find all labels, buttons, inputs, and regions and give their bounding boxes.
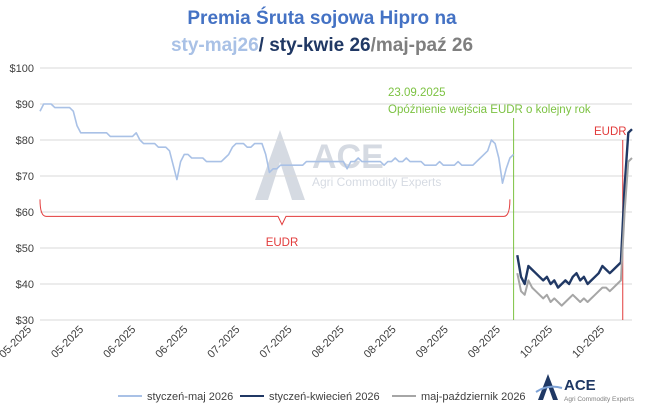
x-tick-label: 09-2025 (414, 324, 451, 361)
chart-title-line2: sty-maj26/ sty-kwie 26/maj-paź 26 (171, 35, 473, 56)
ace-logo-name: ACE (564, 377, 596, 394)
chart-title-line1: Premia Śruta sojowa Hipro na (187, 7, 457, 29)
legend-label-series3: maj-październik 2026 (421, 391, 526, 403)
title-series1-label: sty-maj26 (171, 35, 259, 56)
series-line-1 (39, 103, 515, 184)
x-tick-label: 08-2025 (362, 324, 399, 361)
series-line-2 (516, 128, 633, 289)
y-tick-label: $40 (16, 279, 34, 291)
x-tick-label: 07-2025 (205, 324, 242, 361)
ace-watermark: ACE Agri Commodity Experts (255, 130, 441, 200)
ace-watermark-subtitle: Agri Commodity Experts (312, 175, 441, 189)
ace-watermark-mark-icon (255, 130, 305, 200)
eudr-bracket-label: EUDR (266, 237, 299, 249)
x-tick-label: 06-2025 (101, 324, 138, 361)
legend-label-series2: styczeń-kwiecień 2026 (269, 391, 380, 403)
x-tick-label: 05-2025 (49, 324, 86, 361)
y-axis-ticks: $30 $40 $50 $60 $70 $80 $90 $100 (10, 63, 34, 327)
ace-watermark-name: ACE (312, 138, 384, 176)
x-tick-label: 10-2025 (570, 324, 607, 361)
x-axis-ticks: 05-2025 05-2025 06-2025 06-2025 07-2025 07-20… (0, 324, 607, 361)
series-line-3 (516, 157, 633, 307)
eudr-right-label: EUDR (594, 126, 627, 138)
title-series3-label: /maj-paź 26 (371, 35, 473, 56)
legend-label-series1: styczeń-maj 2026 (147, 391, 233, 403)
gridlines (40, 67, 632, 321)
y-tick-label: $30 (16, 315, 34, 327)
annotation-note: Opóźnienie wejścia EUDR o kolejny rok (388, 104, 591, 116)
ace-logo: ACE Agri Commodity Experts (535, 374, 635, 403)
series-lines (39, 103, 633, 307)
y-tick-label: $80 (16, 135, 34, 147)
x-tick-label: 07-2025 (258, 324, 295, 361)
y-tick-label: $70 (16, 171, 34, 183)
y-tick-label: $60 (16, 207, 34, 219)
ace-logo-swoosh-icon (535, 385, 563, 393)
legend: styczeń-maj 2026 styczeń-kwiecień 2026 m… (118, 391, 526, 403)
x-tick-label: 08-2025 (310, 324, 347, 361)
ace-logo-mark-icon (538, 374, 558, 400)
ace-logo-subtitle: Agri Commodity Experts (564, 396, 635, 403)
x-tick-label: 06-2025 (153, 324, 190, 361)
annotation-date: 23.09.2025 (388, 87, 446, 99)
y-tick-label: $50 (16, 243, 34, 255)
x-tick-label: 09-2025 (466, 324, 503, 361)
x-tick-label: 10-2025 (518, 324, 555, 361)
y-tick-label: $90 (16, 99, 34, 111)
title-series2-label: / sty-kwie 26 (259, 35, 371, 56)
eudr-bracket (39, 199, 511, 226)
x-tick-label: 05-2025 (0, 324, 34, 361)
y-tick-label: $100 (10, 63, 34, 75)
